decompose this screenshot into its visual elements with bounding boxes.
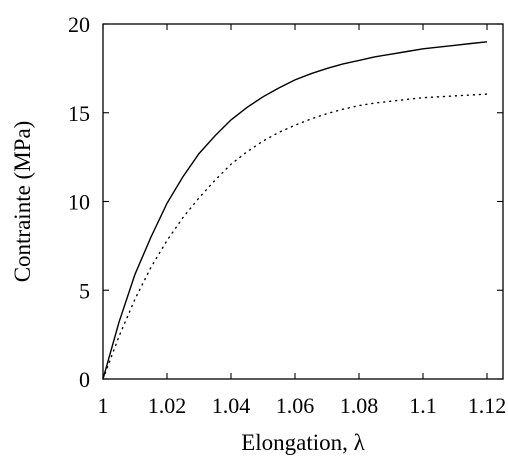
x-tick-label: 1 — [98, 393, 109, 418]
x-tick-label: 1.1 — [409, 393, 437, 418]
x-tick-labels: 1 1.02 1.04 1.06 1.08 1.1 1.12 — [98, 393, 507, 418]
y-tick-label: 20 — [68, 12, 90, 37]
y-tick-label: 15 — [68, 101, 90, 126]
y-tick-labels: 0 5 10 15 20 — [68, 12, 90, 392]
y-tick-label: 5 — [79, 278, 90, 303]
y-tick-label: 10 — [68, 190, 90, 215]
y-axis-label: Contrainte (MPa) — [10, 121, 35, 283]
dotted-series-line — [102, 93, 488, 380]
solid-series-line — [102, 41, 488, 380]
x-tick-label: 1.04 — [212, 393, 251, 418]
series-group — [102, 41, 488, 380]
plot-frame — [102, 23, 504, 380]
x-tick-label: 1.06 — [276, 393, 315, 418]
x-tick-label: 1.08 — [340, 393, 379, 418]
x-tick-label: 1.02 — [148, 393, 187, 418]
x-axis-label: Elongation, λ — [241, 430, 365, 455]
y-tick-label: 0 — [79, 367, 90, 392]
x-tick-label: 1.12 — [468, 393, 507, 418]
